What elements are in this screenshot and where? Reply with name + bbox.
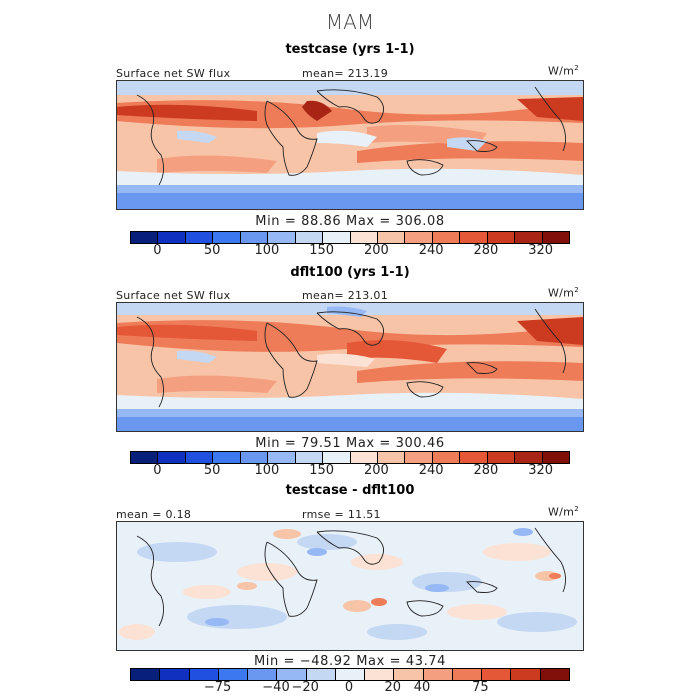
figure-title: MAM: [325, 10, 375, 34]
colorbar-tick-label: 20: [384, 680, 402, 695]
colorbar-swatch: [306, 669, 336, 680]
panel-2-title: dflt100 (yrs 1-1): [290, 265, 410, 280]
colorbar-swatch: [240, 452, 269, 463]
colorbar-swatch: [542, 452, 569, 463]
panel-2-colorbar: [130, 451, 570, 464]
colorbar-swatch: [377, 452, 406, 463]
colorbar-swatch: [405, 232, 433, 243]
colorbar-tick-label: 320: [528, 463, 554, 478]
colorbar-swatch: [218, 669, 249, 680]
panel-3-mean-label: mean = 0.18: [116, 508, 192, 521]
colorbar-swatch: [540, 669, 569, 680]
colorbar-tick-label: 280: [473, 463, 499, 478]
panel-3-title: testcase - dflt100: [285, 483, 415, 498]
panel-1-mean-label: mean= 213.19: [302, 67, 388, 80]
colorbar-swatch: [295, 452, 324, 463]
colorbar-swatch: [160, 669, 190, 680]
colorbar-swatch: [323, 232, 351, 243]
colorbar-swatch: [131, 232, 159, 243]
colorbar-swatch: [213, 232, 241, 243]
colorbar-tick-label: 150: [309, 243, 335, 258]
panel-2-units: W/m2: [548, 286, 579, 300]
colorbar-swatch: [189, 669, 219, 680]
panel-3-min-max: Min = −48.92 Max = 43.74: [253, 654, 447, 669]
colorbar-swatch: [542, 232, 569, 243]
colorbar-swatch: [487, 232, 516, 243]
colorbar-swatch: [350, 232, 378, 243]
panel-1-map: [116, 80, 584, 210]
colorbar-tick-label: 240: [418, 463, 444, 478]
colorbar-swatch: [482, 669, 512, 680]
panel-3-units: W/m2: [548, 505, 579, 519]
colorbar-swatch: [335, 669, 366, 680]
colorbar-swatch: [268, 452, 296, 463]
colorbar-swatch: [394, 669, 424, 680]
colorbar-swatch: [460, 232, 488, 243]
colorbar-swatch: [365, 669, 395, 680]
panel-3-colorbar: [130, 668, 570, 681]
colorbar-swatch: [268, 232, 296, 243]
colorbar-tick-label: −75: [203, 680, 232, 695]
colorbar-tick-label: 150: [309, 463, 335, 478]
colorbar-tick-label: −20: [291, 680, 319, 695]
colorbar-swatch: [377, 232, 406, 243]
panel-2-min-max: Min = 79.51 Max = 300.46: [255, 436, 445, 451]
colorbar-tick-label: 50: [203, 243, 221, 258]
panel-3-rmse-label: rmse = 11.51: [302, 508, 381, 521]
colorbar-swatch: [487, 452, 516, 463]
panel-3-map: [116, 521, 584, 651]
colorbar-tick-label: 280: [473, 243, 499, 258]
colorbar-tick-label: 100: [254, 243, 280, 258]
colorbar-swatch: [323, 452, 351, 463]
colorbar-tick-label: 240: [418, 243, 444, 258]
colorbar-swatch: [131, 452, 159, 463]
colorbar-tick-label: 75: [472, 680, 489, 695]
colorbar-swatch: [277, 669, 307, 680]
panel-1-variable-label: Surface net SW flux: [116, 67, 231, 80]
colorbar-swatch: [423, 669, 453, 680]
panel-1-colorbar: [130, 231, 570, 244]
colorbar-swatch: [432, 452, 461, 463]
panel-2-mean-label: mean= 213.01: [302, 289, 388, 302]
colorbar-swatch: [460, 452, 488, 463]
colorbar-tick-label: 0: [344, 680, 354, 695]
colorbar-swatch: [350, 452, 378, 463]
colorbar-tick-label: 0: [153, 243, 162, 258]
panel-1-min-max: Min = 88.86 Max = 306.08: [255, 214, 445, 229]
panel-1-title: testcase (yrs 1-1): [285, 42, 415, 57]
colorbar-swatch: [158, 452, 186, 463]
colorbar-swatch: [213, 452, 241, 463]
colorbar-tick-label: 200: [363, 243, 389, 258]
panel-1-units: W/m2: [548, 64, 579, 78]
colorbar-swatch: [515, 452, 543, 463]
colorbar-swatch: [405, 452, 433, 463]
colorbar-swatch: [185, 452, 214, 463]
colorbar-swatch: [131, 669, 161, 680]
panel-2-variable-label: Surface net SW flux: [116, 289, 231, 302]
colorbar-swatch: [515, 232, 543, 243]
colorbar-tick-label: 0: [153, 463, 162, 478]
colorbar-swatch: [240, 232, 269, 243]
colorbar-tick-label: 40: [413, 680, 431, 695]
colorbar-swatch: [295, 232, 324, 243]
colorbar-tick-label: 320: [528, 243, 554, 258]
colorbar-swatch: [511, 669, 541, 680]
colorbar-swatch: [185, 232, 214, 243]
colorbar-swatch: [432, 232, 461, 243]
colorbar-tick-label: 50: [203, 463, 221, 478]
colorbar-tick-label: −40: [262, 680, 290, 695]
colorbar-swatch: [452, 669, 483, 680]
colorbar-swatch: [248, 669, 278, 680]
colorbar-swatch: [158, 232, 186, 243]
colorbar-tick-label: 200: [363, 463, 389, 478]
colorbar-tick-label: 100: [254, 463, 280, 478]
panel-2-map: [116, 302, 584, 432]
